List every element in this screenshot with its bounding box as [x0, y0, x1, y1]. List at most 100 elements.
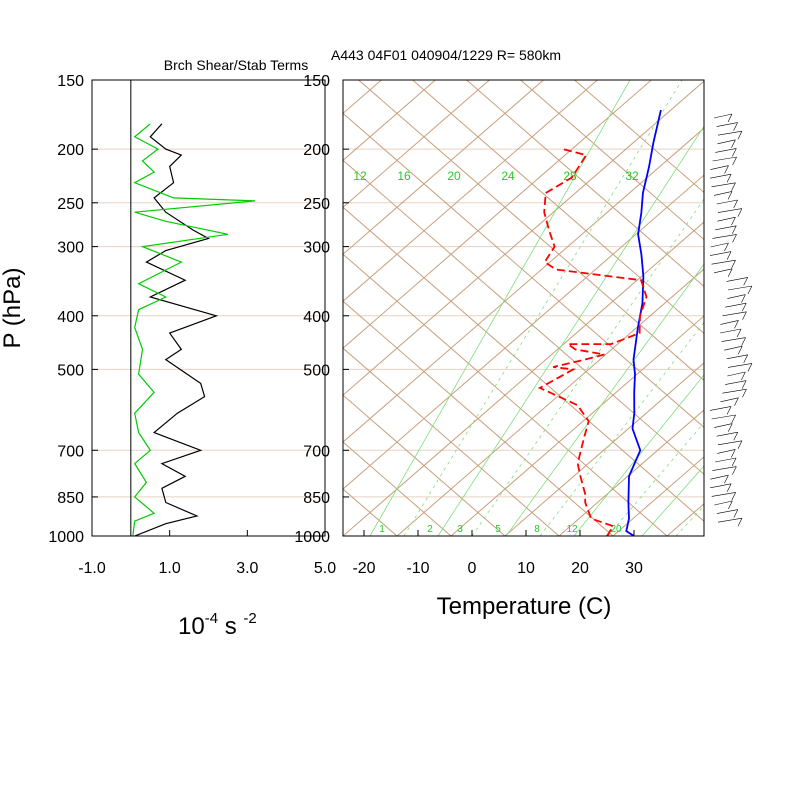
right-pressure-ticks: 150 200 250 300 400 500 700 850 1000 — [294, 73, 349, 546]
wind-barb-flag — [727, 191, 733, 200]
left-y-tick-label: 700 — [57, 443, 84, 460]
mixing-ratio-labels: 12 16 20 24 28 321 2 3 5 8 12 20 — [353, 169, 639, 535]
wind-barb-flag — [724, 475, 729, 484]
left-y-tick-label: 500 — [57, 362, 84, 379]
adiabat-line — [343, 112, 704, 428]
wind-barb — [712, 156, 737, 162]
wind-barb — [713, 113, 733, 119]
wind-barb — [726, 277, 748, 282]
pressure-axis-label: P (hPa) — [0, 268, 26, 349]
wind-barb-flag — [733, 509, 739, 518]
shear-term-line — [134, 123, 219, 536]
left-x-tick-label: 5.0 — [314, 560, 336, 577]
adiabat-line — [0, 80, 235, 536]
wind-barb — [722, 388, 747, 394]
wind-barb — [711, 259, 736, 265]
left-y-tick-label: 300 — [57, 240, 84, 257]
isotherm-line — [504, 362, 704, 536]
wind-barb — [711, 492, 736, 497]
isotherm-line — [343, 80, 544, 255]
temperature-tick-label: -20 — [352, 560, 375, 577]
wind-barb — [717, 139, 736, 145]
wind-barb-flag — [747, 285, 753, 295]
wind-barb-flag — [728, 500, 733, 510]
mixing-ratio-label-top: 24 — [501, 169, 515, 183]
isotherm-line — [343, 80, 436, 162]
unit-mid: s — [218, 613, 243, 640]
left-y-ticks: 150 200 250 300 400 500 700 850 1000 — [48, 73, 98, 546]
unit-label: 10-4 s -2 — [178, 610, 257, 640]
left-x-tick-label: 3.0 — [236, 560, 258, 577]
unit-exponent-1: -4 — [205, 610, 218, 627]
wind-barb — [717, 440, 743, 446]
wind-barb — [712, 234, 737, 239]
wind-barbs — [710, 113, 753, 527]
left-pressure-gridlines — [92, 148, 325, 537]
mixing-ratio-label-top: 12 — [353, 169, 367, 183]
temperature-tick-label: 10 — [517, 560, 535, 577]
adiabat-line — [412, 80, 704, 335]
isotherm-line — [558, 409, 704, 536]
wind-barb-flag — [741, 371, 746, 381]
adiabat-line — [358, 80, 704, 382]
left-plot-frame — [91, 79, 326, 537]
wind-barb — [716, 509, 738, 514]
adiabat-line — [343, 159, 704, 475]
wind-barb — [716, 431, 738, 437]
left-x-tick-label: 1.0 — [159, 560, 181, 577]
mixing-ratio-label-top: 16 — [397, 169, 411, 183]
wind-barb-flag — [731, 139, 736, 148]
wind-barb — [710, 474, 729, 480]
wind-barb — [727, 294, 746, 299]
adiabat-line — [343, 300, 614, 536]
wind-barb — [712, 466, 737, 471]
isotherm-line — [343, 80, 704, 396]
mixing-ratio-line — [675, 505, 704, 536]
right-y-tick-label: 850 — [303, 490, 330, 507]
mixing-ratio-label-top: 32 — [625, 169, 639, 183]
wind-barb-flag — [743, 277, 748, 286]
wind-barb — [717, 449, 736, 454]
temperature-tick-label: -10 — [406, 560, 429, 577]
wind-barb-flag — [737, 440, 743, 449]
right-y-tick-label: 150 — [303, 73, 330, 90]
wind-barb-flag — [727, 113, 733, 123]
right-y-tick-label: 500 — [303, 362, 330, 379]
skewt-plot-frame — [342, 79, 705, 537]
isotherm-line — [612, 456, 704, 536]
wind-barb-flag — [731, 182, 736, 191]
wind-barb-flag — [747, 363, 753, 372]
stability-term-line — [132, 123, 256, 536]
wind-barb-flag — [736, 328, 742, 338]
temperature-tick-label: 30 — [625, 560, 643, 577]
wind-barb — [710, 173, 732, 179]
mixing-ratio-label-bottom: 20 — [610, 524, 622, 535]
wind-barb-flag — [731, 449, 736, 458]
wind-barb — [710, 406, 732, 411]
mixing-ratio-label-bottom: 3 — [457, 524, 463, 535]
wind-barb-flag — [731, 217, 736, 226]
left-y-tick-label: 250 — [57, 196, 84, 213]
left-series-group — [132, 123, 256, 536]
wind-barb — [717, 216, 736, 222]
isotherm-line — [666, 503, 704, 536]
wind-barb-flag — [741, 380, 747, 389]
mixing-ratio-label-top: 28 — [563, 169, 577, 183]
mixing-ratio-line — [403, 80, 683, 536]
mixing-ratio-label-bottom: 8 — [534, 524, 540, 535]
wind-barb — [727, 285, 753, 291]
wind-barb — [727, 363, 753, 368]
wind-barb-flag — [734, 320, 739, 329]
skewt-panel: 12 16 20 24 28 321 2 3 5 8 12 20 -20 -10 0 10 20 30 1502… — [0, 47, 705, 620]
wind-barb-flag — [731, 457, 737, 467]
adiabat-line — [343, 206, 704, 522]
wind-barb — [714, 500, 733, 506]
right-y-tick-label: 1000 — [294, 529, 330, 546]
right-y-tick-label: 400 — [303, 309, 330, 326]
wind-barb-flag — [742, 389, 747, 398]
right-y-tick-label: 250 — [303, 196, 330, 213]
adiabat-line — [343, 347, 560, 536]
adiabat-line — [343, 535, 344, 536]
unit-base: 10 — [178, 613, 205, 640]
